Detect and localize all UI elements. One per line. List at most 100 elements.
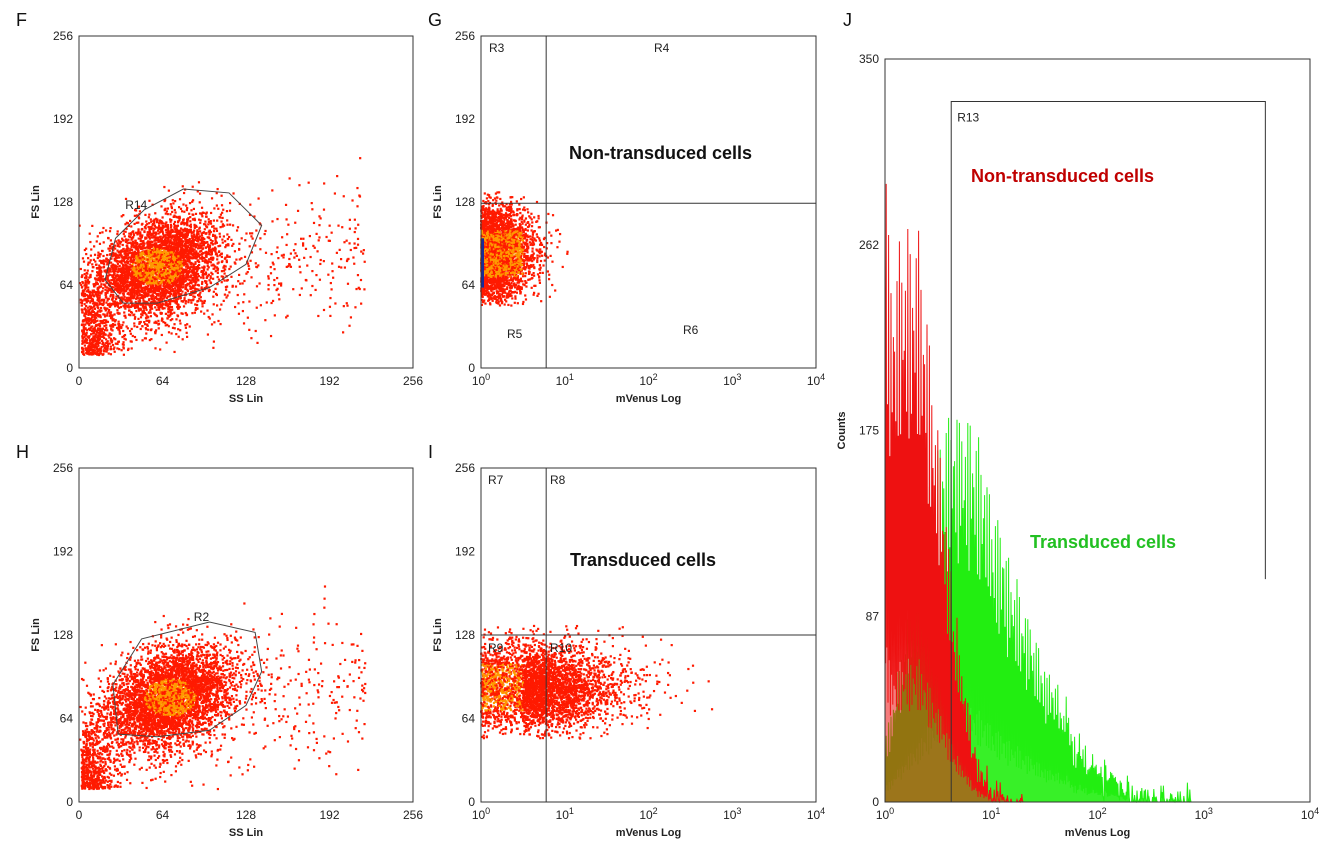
panel-f-point bbox=[353, 242, 356, 245]
panel-f-point bbox=[134, 262, 137, 265]
panel-f-point bbox=[170, 225, 173, 228]
panel-f-point bbox=[122, 232, 125, 236]
panel-f-point bbox=[173, 300, 176, 303]
panel-f-point bbox=[104, 291, 107, 294]
panel-f-point bbox=[85, 294, 88, 297]
panel-f-point bbox=[215, 292, 218, 296]
panel-f-point bbox=[100, 329, 103, 333]
panel-f-point bbox=[183, 236, 186, 239]
panel-f-point bbox=[139, 269, 143, 272]
panel-f-point bbox=[101, 327, 105, 330]
panel-f-point bbox=[209, 211, 213, 215]
panel-f-point bbox=[210, 197, 214, 200]
panel-f-point bbox=[101, 290, 104, 293]
panel-f-point bbox=[123, 337, 126, 340]
panel-f-point bbox=[79, 267, 82, 271]
panel-f-point bbox=[183, 298, 186, 301]
panel-f-point bbox=[91, 325, 94, 328]
panel-f-point bbox=[285, 243, 288, 247]
panel-f-point bbox=[139, 231, 142, 234]
panel-f-point bbox=[273, 283, 276, 287]
panel-f-point bbox=[188, 278, 191, 282]
panel-f-point bbox=[129, 233, 133, 236]
panel-f-point bbox=[169, 203, 172, 206]
panel-f-point bbox=[360, 302, 363, 305]
panel-f-point bbox=[153, 312, 156, 315]
panel-f-point bbox=[102, 335, 105, 338]
panel-f-point bbox=[124, 338, 127, 341]
panel-f-point bbox=[151, 284, 154, 287]
panel-f-point bbox=[83, 339, 86, 342]
panel-f-point bbox=[237, 247, 241, 251]
panel-f-point bbox=[173, 208, 176, 212]
panel-f-point bbox=[180, 239, 183, 243]
panel-f-point bbox=[201, 257, 204, 260]
panel-f-point bbox=[191, 236, 194, 240]
panel-f-point bbox=[101, 322, 104, 325]
panel-f-point bbox=[88, 280, 91, 284]
panel-f-point bbox=[203, 301, 206, 305]
panel-f-point bbox=[193, 295, 196, 299]
panel-f-point bbox=[267, 283, 270, 287]
panel-f-point bbox=[197, 288, 200, 291]
panel-f-point bbox=[85, 351, 88, 354]
panel-f-point bbox=[116, 249, 119, 252]
panel-f-point bbox=[95, 294, 98, 297]
panel-f-point bbox=[304, 247, 308, 250]
panel-f-point bbox=[204, 254, 208, 257]
panel-f-point bbox=[104, 285, 107, 288]
panel-f-point bbox=[220, 252, 223, 255]
panel-f-point bbox=[103, 315, 107, 318]
panel-f-point bbox=[226, 219, 229, 222]
panel-f-point bbox=[143, 289, 146, 292]
panel-f-point bbox=[150, 220, 153, 223]
panel-f-point bbox=[154, 254, 157, 258]
panel-f-point bbox=[201, 300, 204, 303]
panel-f-point bbox=[144, 213, 147, 217]
panel-f-point bbox=[114, 305, 117, 308]
panel-f-point bbox=[91, 292, 94, 295]
panel-f-point bbox=[223, 257, 226, 260]
panel-f-point bbox=[83, 353, 86, 356]
panel-f-point bbox=[110, 243, 113, 246]
panel-f-point bbox=[83, 269, 86, 272]
panel-f-point bbox=[175, 233, 178, 236]
panel-f-point bbox=[169, 223, 172, 226]
panel-f-point bbox=[109, 293, 113, 296]
panel-f-point bbox=[108, 304, 111, 308]
panel-f-point bbox=[201, 252, 204, 255]
panel-f-point bbox=[193, 233, 196, 236]
panel-f-point bbox=[98, 335, 101, 338]
panel-f-point bbox=[219, 216, 222, 219]
panel-f-point bbox=[114, 338, 117, 341]
panel-f-point bbox=[118, 240, 121, 243]
panel-f-point bbox=[98, 255, 101, 258]
panel-f-point bbox=[207, 251, 210, 254]
panel-f-point bbox=[91, 266, 94, 269]
panel-f-point bbox=[228, 235, 231, 239]
panel-f-point bbox=[88, 342, 91, 345]
panel-f-point bbox=[94, 342, 97, 346]
panel-f-point bbox=[116, 309, 119, 312]
panel-f-point bbox=[221, 238, 224, 241]
panel-f-point bbox=[201, 255, 204, 259]
panel-f-point bbox=[330, 288, 333, 291]
panel-f-point bbox=[160, 303, 164, 306]
panel-f-point bbox=[356, 274, 360, 277]
panel-f-point bbox=[234, 262, 237, 265]
panel-f-point bbox=[101, 275, 105, 278]
panel-f-point bbox=[200, 234, 204, 237]
panel-f-point bbox=[105, 286, 109, 289]
panel-f-point bbox=[149, 218, 152, 221]
panel-f-point bbox=[107, 308, 111, 312]
panel-f-point bbox=[195, 237, 198, 240]
panel-f-point bbox=[161, 229, 164, 232]
panel-f-point bbox=[99, 352, 103, 355]
panel-f-point bbox=[285, 218, 288, 221]
panel-f-point bbox=[92, 353, 95, 356]
panel-f-point bbox=[155, 315, 159, 318]
panel-f-point bbox=[104, 329, 107, 332]
panel-f-point bbox=[315, 273, 318, 277]
panel-f-point bbox=[156, 247, 159, 251]
panel-f-point bbox=[165, 239, 168, 242]
